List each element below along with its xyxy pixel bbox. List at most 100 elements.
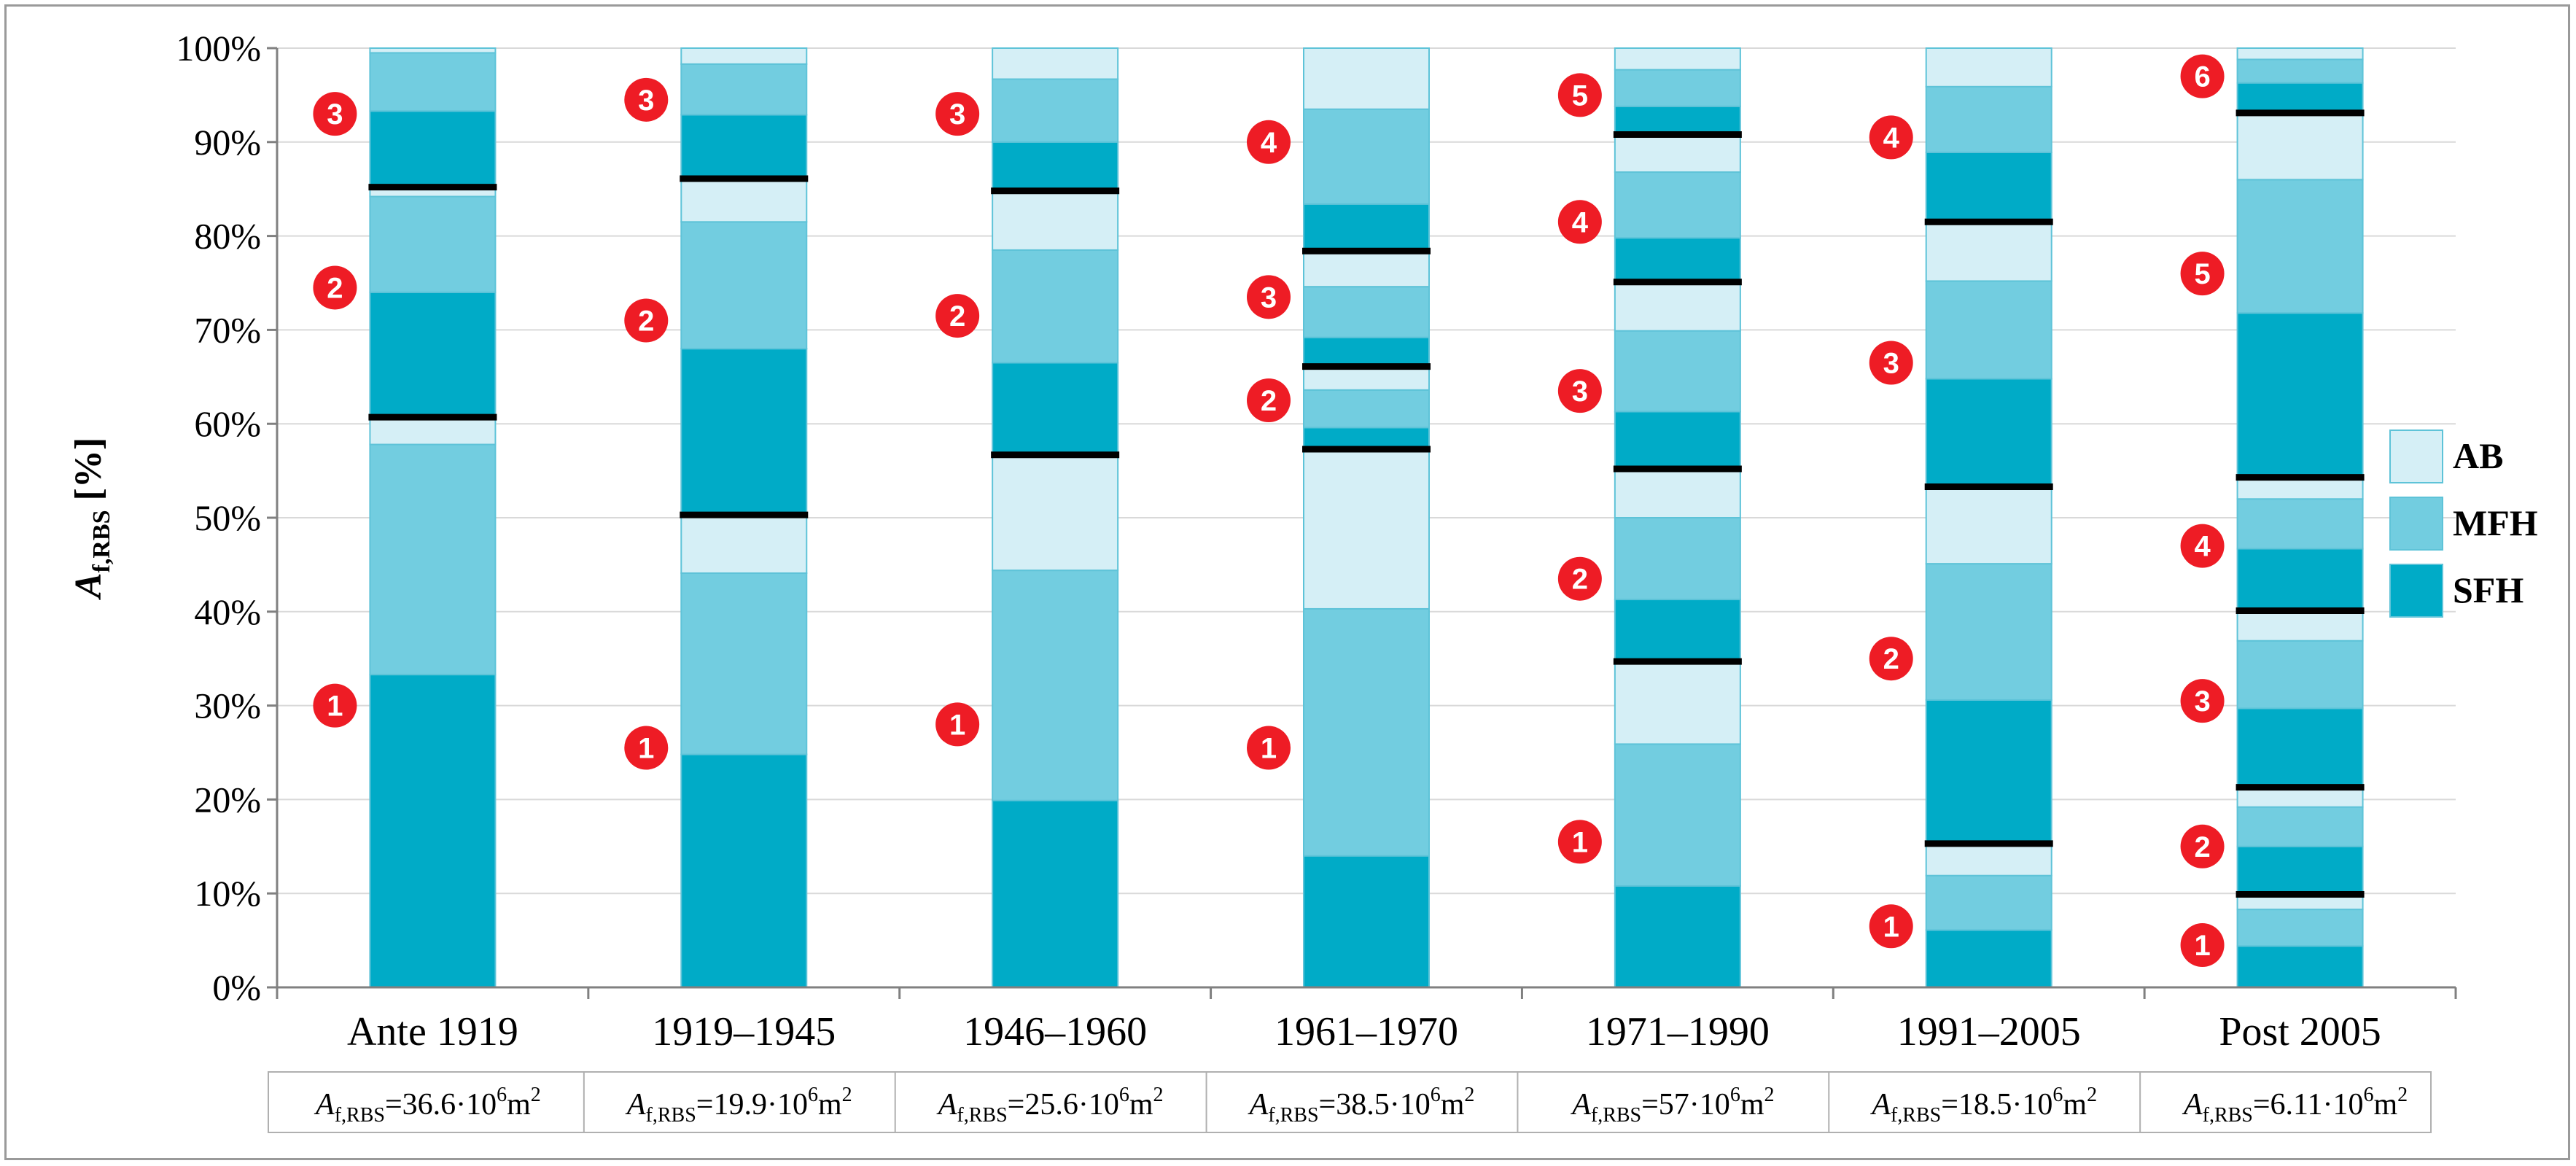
- bar-segment-sfh: [1925, 929, 2052, 989]
- bar-segment-sfh: [1303, 855, 1430, 989]
- area-label: Af,RBS=6.11·106m2: [2182, 1084, 2408, 1127]
- group-marker: [2180, 252, 2225, 296]
- x-tick-label: 1991–2005: [1897, 1009, 2081, 1054]
- area-labels-table: Af,RBS=36.6·106m2 Af,RBS=19.9·106m2 Af,RBS…: [268, 1071, 2432, 1133]
- area-table-border: [268, 1071, 2432, 1133]
- bar-segment-mfh: [1925, 280, 2052, 380]
- bar-segment-sfh: [1925, 699, 2052, 844]
- bar-segment-mfh: [992, 570, 1119, 801]
- group-marker-label: 1: [1572, 826, 1588, 858]
- bar-segment-sfh: [2236, 548, 2364, 612]
- y-tick-label: 100%: [176, 28, 261, 69]
- group-marker-label: 3: [1572, 376, 1588, 408]
- y-tick-label: 60%: [194, 403, 261, 444]
- group-marker-label: 1: [327, 691, 343, 723]
- bar-segment-ab: [2236, 112, 2364, 181]
- bar-segment-mfh: [680, 221, 808, 350]
- area-label: Af,RBS=18.5·106m2: [1869, 1084, 2097, 1127]
- bar-segment-mfh: [2236, 806, 2364, 847]
- y-tick-label: 30%: [194, 685, 261, 726]
- y-tick-labels: 0% 10% 20% 30% 40% 50% 60% 70% 80% 90% 100%: [176, 28, 261, 1008]
- bar-segment-ab: [992, 47, 1119, 80]
- group-marker: [1869, 637, 1913, 681]
- legend-swatch-mfh[interactable]: [2389, 497, 2443, 551]
- bar-segment-sfh: [369, 110, 497, 188]
- bar-segment-ab: [1925, 221, 2052, 282]
- bar-segment-mfh: [1925, 874, 2052, 931]
- bar-segment-ab: [992, 190, 1119, 251]
- axes: [276, 48, 2456, 989]
- bar-segment-ab: [680, 47, 808, 65]
- x-tick-label: Ante 1919: [347, 1009, 518, 1054]
- group-marker: [624, 77, 669, 122]
- legend-label-ab: AB: [2453, 435, 2503, 476]
- bar-segment-sfh: [1614, 599, 1741, 663]
- bar-segment-sfh: [1614, 105, 1741, 136]
- group-marker: [624, 298, 669, 343]
- bar-segment-ab: [1614, 133, 1741, 174]
- legend-swatch-ab[interactable]: [2389, 430, 2443, 483]
- group-marker-label: 2: [1261, 385, 1277, 417]
- group-marker-label: 1: [949, 709, 965, 741]
- bar-segment-sfh: [1614, 885, 1741, 988]
- group-marker: [935, 294, 980, 338]
- y-tick-label: 40%: [194, 591, 261, 632]
- group-marker-label: 4: [1261, 127, 1277, 159]
- bar-segment-mfh: [369, 443, 497, 676]
- group-marker: [2180, 679, 2225, 723]
- group-separators: [368, 109, 2365, 898]
- bar-segment-ab: [2236, 47, 2364, 61]
- group-marker-label: 5: [2194, 258, 2210, 290]
- group-marker: [935, 92, 980, 136]
- bar-segment-mfh: [1614, 330, 1741, 413]
- bar-segment-mfh: [992, 78, 1119, 143]
- group-marker-label: 2: [1572, 564, 1588, 596]
- group-marker-label: 4: [1572, 206, 1589, 238]
- group-marker-label: 3: [1883, 347, 1899, 379]
- bar-segment-ab: [2236, 786, 2364, 808]
- bar-segment-sfh: [1925, 378, 2052, 488]
- group-marker-label: 3: [327, 98, 343, 131]
- bar-segment-sfh: [369, 291, 497, 419]
- bar-segment-sfh: [2236, 845, 2364, 895]
- y-axis-title: Af,RBS [%]: [68, 438, 115, 600]
- bar-segment-mfh: [1614, 743, 1741, 887]
- x-tick-label: 1919–1945: [652, 1009, 836, 1054]
- bar-segment-sfh: [2236, 312, 2364, 478]
- group-marker: [2180, 923, 2225, 968]
- bar-segment-ab: [1303, 250, 1430, 288]
- group-marker-label: 3: [2194, 685, 2210, 718]
- group-marker: [313, 683, 357, 728]
- bar-segment-mfh: [2236, 909, 2364, 947]
- legend-label-sfh: SFH: [2453, 570, 2524, 610]
- y-tick-label: 20%: [194, 779, 261, 820]
- group-marker-label: 4: [2194, 531, 2211, 563]
- group-marker-label: 2: [327, 272, 343, 304]
- y-tick-label: 0%: [212, 967, 261, 1008]
- bar-segment-mfh: [1303, 286, 1430, 338]
- bar-segment-mfh: [1614, 69, 1741, 107]
- y-tick-label: 70%: [194, 309, 261, 350]
- group-marker-label: 2: [949, 300, 965, 333]
- bar-segment-ab: [1925, 486, 2052, 565]
- bar-segment-mfh: [1303, 108, 1430, 205]
- group-marker-label: 3: [638, 85, 654, 117]
- legend[interactable]: AB MFH SFH: [2389, 430, 2538, 618]
- group-marker: [1869, 115, 1913, 160]
- group-marker-label: 1: [2194, 930, 2210, 962]
- group-marker-label: 1: [1261, 733, 1277, 765]
- bar-segment-ab: [992, 454, 1119, 572]
- bar-segment-sfh: [1925, 151, 2052, 223]
- group-marker: [2180, 54, 2225, 98]
- y-tick-label: 10%: [194, 873, 261, 914]
- area-label: Af,RBS=57·106m2: [1570, 1084, 1774, 1127]
- bar-segment-ab: [2236, 610, 2364, 642]
- y-tick-label: 50%: [194, 497, 261, 538]
- bar-segment-mfh: [1303, 607, 1430, 857]
- group-marker: [1247, 726, 1291, 770]
- bar-segment-ab: [680, 514, 808, 574]
- group-marker-label: 2: [638, 306, 654, 338]
- legend-swatch-sfh[interactable]: [2389, 564, 2443, 618]
- x-tick-labels: Ante 1919 1919–1945 1946–1960 1961–1970 1971…: [347, 1009, 2381, 1054]
- x-tick-label: Post 2005: [2219, 1009, 2381, 1054]
